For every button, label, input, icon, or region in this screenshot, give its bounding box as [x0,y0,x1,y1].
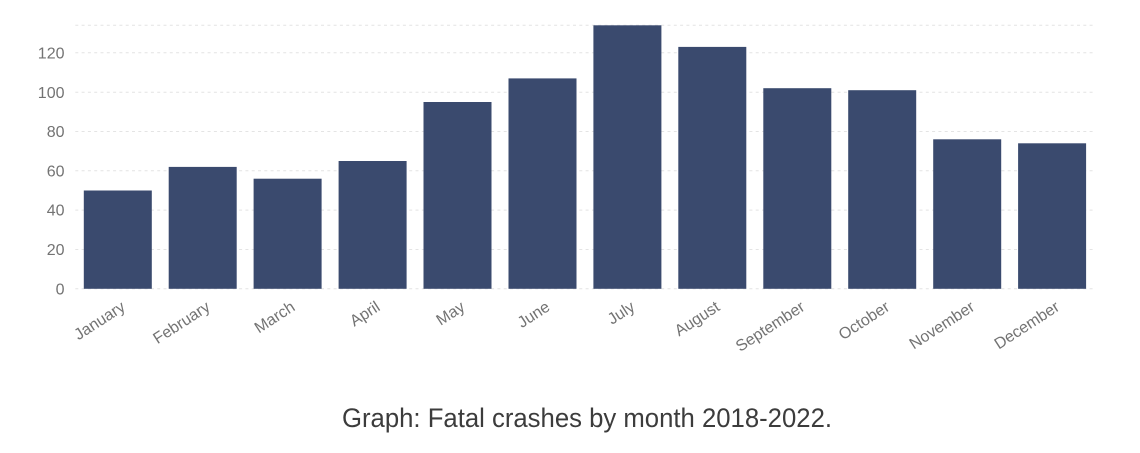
svg-text:100: 100 [38,85,65,102]
svg-text:January: January [71,299,128,344]
svg-text:20: 20 [47,242,65,259]
svg-text:60: 60 [47,163,65,180]
svg-text:June: June [515,299,553,332]
svg-text:September: September [733,298,808,355]
svg-text:120: 120 [38,45,65,62]
svg-text:November: November [907,298,979,353]
svg-text:August: August [672,298,724,340]
svg-text:March: March [252,299,299,337]
svg-text:July: July [605,299,638,329]
svg-text:Graph: Fatal crashes by month: Graph: Fatal crashes by month 2018-2022. [342,403,832,433]
svg-text:40: 40 [47,203,65,220]
svg-text:April: April [347,299,383,331]
svg-text:February: February [150,299,213,348]
svg-text:December: December [992,298,1064,353]
svg-text:0: 0 [56,281,65,298]
svg-text:May: May [434,299,469,330]
svg-text:October: October [836,298,894,344]
svg-text:80: 80 [47,124,65,141]
